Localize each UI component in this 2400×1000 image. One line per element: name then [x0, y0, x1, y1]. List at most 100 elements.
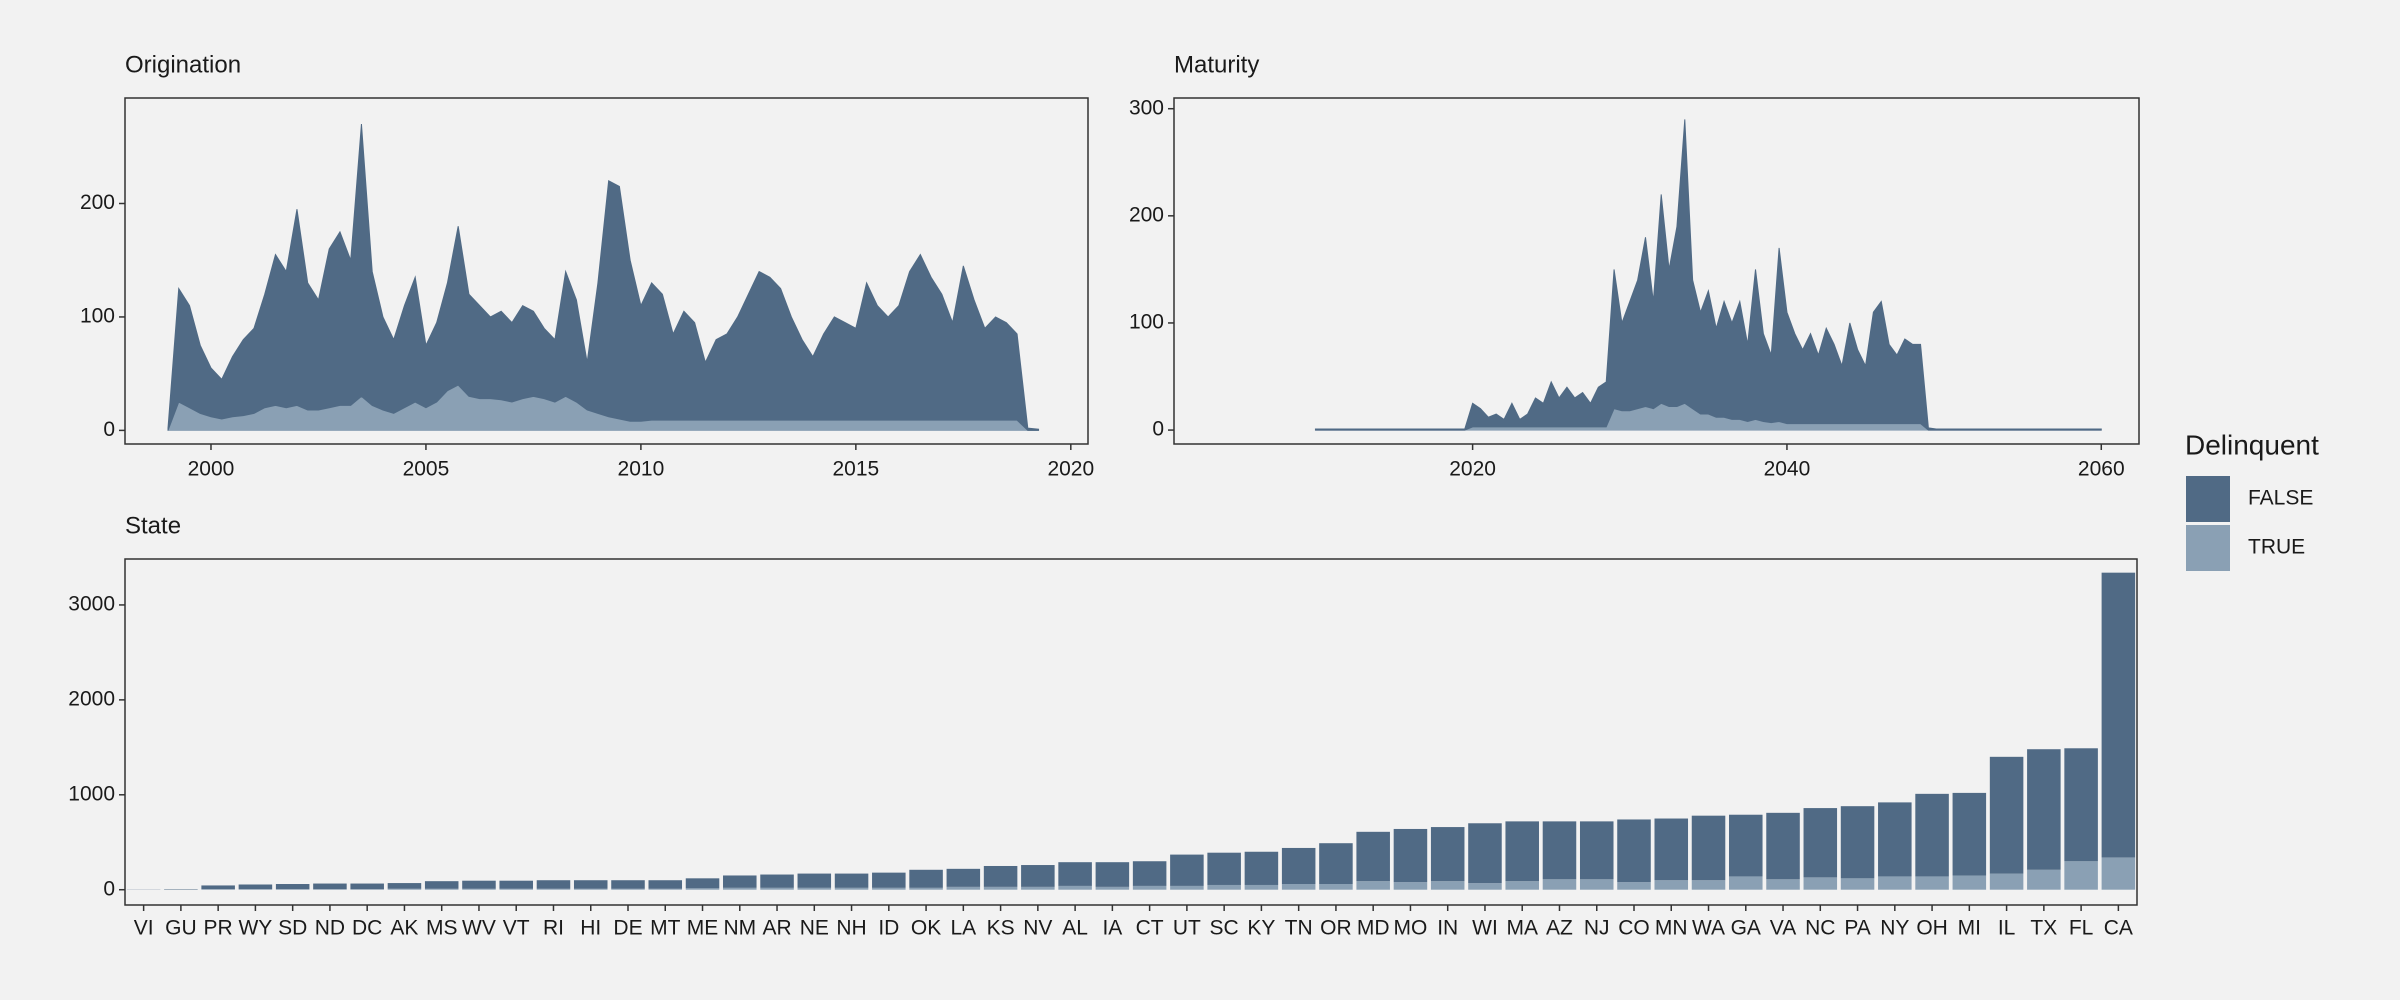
bar [723, 887, 757, 890]
bar [1691, 815, 1726, 881]
bar [685, 878, 720, 889]
bar [1766, 879, 1800, 890]
bar [1617, 882, 1651, 890]
x-tick-label: 2020 [1449, 458, 1496, 481]
x-tick-label: NE [800, 917, 829, 940]
bar [1244, 884, 1279, 890]
bar [797, 873, 832, 888]
x-tick-label: 2000 [188, 458, 235, 481]
y-tick-label: 1000 [68, 782, 115, 805]
bar [424, 881, 459, 889]
x-tick-label: TN [1285, 917, 1313, 940]
x-tick-label: NV [1023, 917, 1052, 940]
bar [462, 888, 496, 890]
legend-label: TRUE [2248, 536, 2305, 559]
bar [2027, 869, 2061, 890]
area-0 [1314, 119, 2102, 431]
bar [1915, 793, 1949, 877]
x-tick-label: MD [1357, 917, 1390, 940]
bar [1207, 852, 1241, 885]
bar [760, 887, 794, 890]
x-tick-label: IA [1102, 917, 1122, 940]
bar [201, 885, 235, 890]
bar [1654, 818, 1689, 881]
bar [1840, 878, 1875, 890]
bar [648, 880, 683, 889]
bar [387, 888, 422, 890]
bar [1878, 876, 1912, 890]
bar [1095, 862, 1130, 887]
bar [1579, 821, 1614, 880]
bar [1356, 831, 1390, 882]
bar [872, 887, 906, 890]
x-tick-label: NM [723, 917, 756, 940]
x-tick-label: GA [1731, 917, 1761, 940]
x-tick-label: CO [1618, 917, 1650, 940]
panel-title: Maturity [1174, 51, 1259, 78]
bar [1207, 884, 1241, 890]
x-tick-label: AL [1062, 917, 1088, 940]
bar [648, 888, 683, 890]
bar [1505, 881, 1539, 890]
bar [573, 888, 608, 890]
bar [2064, 861, 2098, 890]
bar [1542, 879, 1577, 890]
bar [499, 888, 533, 890]
y-tick-label: 2000 [68, 687, 115, 710]
x-tick-label: WA [1692, 917, 1725, 940]
x-tick-label: PA [1844, 917, 1870, 940]
panel-border [124, 558, 2138, 906]
x-tick-label: AK [390, 917, 418, 940]
x-tick-label: MS [426, 917, 458, 940]
panel-title: Origination [125, 51, 241, 78]
bar [1505, 821, 1539, 882]
area-0 [167, 124, 1040, 431]
x-tick-label: WY [238, 917, 272, 940]
bar [536, 888, 571, 890]
x-tick-label: 2020 [1047, 458, 1094, 481]
bar [1393, 882, 1428, 890]
x-tick-label: DE [613, 917, 642, 940]
bar [909, 869, 943, 888]
bar [1468, 883, 1502, 890]
bar [1058, 862, 1092, 886]
bar [424, 888, 459, 890]
x-tick-label: MA [1506, 917, 1538, 940]
bar [1356, 881, 1390, 890]
x-tick-label: MI [1958, 917, 1981, 940]
bar [1170, 854, 1204, 886]
panel-border [124, 97, 1089, 445]
bar [350, 883, 384, 890]
x-tick-label: LA [950, 917, 976, 940]
bar [1281, 884, 1316, 890]
panel-border [1173, 97, 2140, 445]
bar [1021, 886, 1055, 890]
bar [2027, 749, 2061, 870]
bar [1430, 881, 1465, 890]
x-tick-label: VI [134, 917, 154, 940]
bar [1281, 847, 1316, 885]
legend-key [2186, 525, 2230, 571]
x-tick-label: GU [165, 917, 197, 940]
x-tick-label: WV [462, 917, 496, 940]
y-tick-label: 100 [1129, 311, 1164, 334]
x-tick-label: ND [315, 917, 345, 940]
bar [1095, 886, 1130, 890]
x-tick-label: 2015 [832, 458, 879, 481]
x-tick-label: IL [1998, 917, 2016, 940]
bar [1803, 808, 1838, 878]
legend-title: Delinquent [2185, 429, 2319, 460]
bar [1579, 879, 1614, 890]
legend-label: FALSE [2248, 487, 2313, 510]
x-tick-label: DC [352, 917, 382, 940]
x-tick-label: RI [543, 917, 564, 940]
x-tick-label: PR [204, 917, 233, 940]
y-tick-label: 0 [1152, 418, 1164, 441]
bar [1319, 884, 1353, 890]
x-tick-label: FL [2069, 917, 2094, 940]
bar [1729, 814, 1763, 877]
bar [275, 884, 310, 890]
x-tick-label: ME [687, 917, 719, 940]
bar [1729, 876, 1763, 890]
x-tick-label: SC [1210, 917, 1239, 940]
